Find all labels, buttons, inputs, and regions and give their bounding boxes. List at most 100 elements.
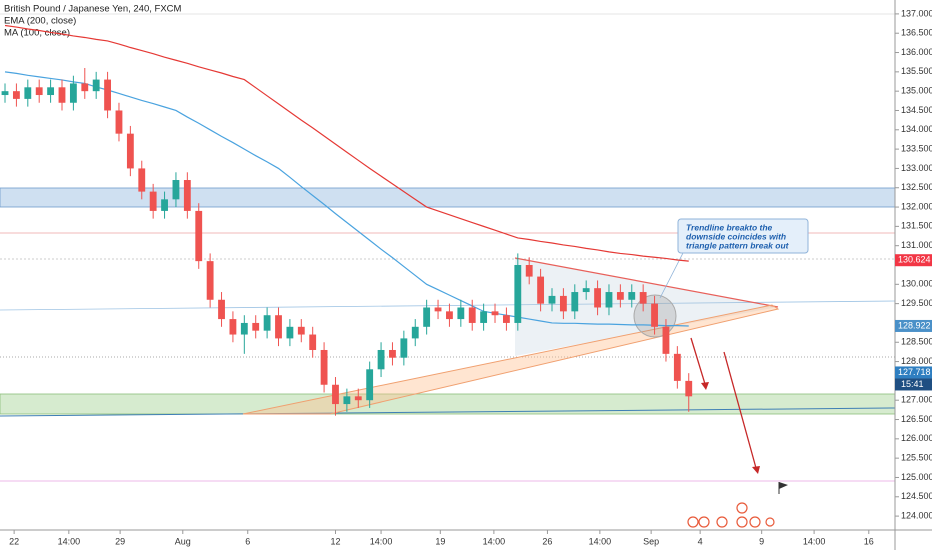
candle-body: [434, 307, 442, 312]
candle-body: [47, 87, 55, 96]
annotation-text: triangle pattern break out: [686, 240, 790, 250]
annotation-box: [677, 218, 809, 254]
trend-line: [0, 407, 896, 417]
candle-body: [468, 307, 476, 323]
indicator-label: MA (100, close): [4, 28, 70, 39]
wedge: [242, 304, 780, 415]
candle-body: [559, 295, 567, 312]
countdown: 15:41: [901, 379, 924, 389]
y-tick-label: 134.500: [901, 105, 932, 115]
candle-body: [354, 396, 362, 401]
x-tick-label: 6: [245, 536, 250, 546]
candle-body: [411, 326, 419, 339]
y-tick-label: 125.000: [901, 472, 932, 482]
candle-body: [195, 210, 203, 262]
candle-body: [457, 307, 465, 320]
candle-body: [491, 311, 499, 316]
candle-body: [480, 311, 488, 323]
arrow: [723, 351, 757, 469]
x-tick-label: 14:00: [483, 536, 506, 546]
trend-line: [0, 300, 896, 311]
candle-body: [275, 315, 282, 339]
annotation-text: downside coincides with: [686, 231, 786, 241]
candle-body: [309, 334, 317, 350]
candle-body: [628, 292, 636, 300]
y-tick-label: 132.000: [901, 201, 932, 211]
candle-body: [594, 288, 601, 308]
candle-body: [218, 299, 225, 320]
candle-body: [161, 199, 168, 211]
y-tick-label: 130.000: [901, 279, 932, 289]
triangle-pattern: [515, 258, 778, 356]
x-tick-label: 14:00: [370, 536, 393, 546]
candle-body: [571, 292, 579, 312]
y-tick-label: 134.000: [901, 124, 932, 134]
y-tick-label: 135.500: [901, 66, 932, 76]
x-tick-label: 4: [698, 536, 703, 546]
event-icons: [687, 502, 775, 528]
x-tick-label: Sep: [643, 536, 659, 546]
candle-body: [104, 79, 111, 111]
candle-body: [81, 83, 89, 92]
x-tick-label: 16: [864, 536, 874, 546]
candle-body: [673, 353, 681, 381]
y-tick-label: 135.000: [901, 86, 932, 96]
y-tick-label: 136.500: [901, 28, 932, 38]
moving-average: [4, 24, 689, 262]
candle-body: [502, 315, 510, 323]
candle-body: [514, 265, 522, 323]
candle-body: [1, 91, 9, 96]
candle-body: [92, 79, 100, 92]
candle-body: [286, 326, 294, 339]
moving-average: [4, 71, 689, 327]
y-tick-label: 124.500: [901, 491, 932, 501]
y-tick-label: 131.000: [901, 240, 932, 250]
candle-body: [423, 307, 431, 327]
x-tick-label: 19: [435, 536, 445, 546]
x-tick-label: 14:00: [589, 536, 612, 546]
candle-body: [126, 133, 134, 169]
support-zone: [0, 393, 896, 415]
chart-title: British Pound / Japanese Yen, 240, FXCM: [4, 4, 182, 15]
candle-body: [24, 87, 32, 99]
y-tick-label: 127.000: [901, 395, 932, 405]
y-tick-label: 128.500: [901, 337, 932, 347]
candle-body: [537, 276, 545, 304]
y-tick-label: 131.500: [901, 221, 932, 231]
price-marker-label: 128.922: [898, 320, 931, 330]
x-tick-label: Aug: [175, 536, 191, 546]
countdown-box: [895, 378, 932, 391]
candle-body: [582, 288, 590, 293]
y-tick-label: 129.500: [901, 298, 932, 308]
price-marker-label: 127.718: [898, 367, 931, 377]
candle-body: [548, 295, 556, 304]
y-tick-label: 128.000: [901, 356, 932, 366]
candle-body: [12, 91, 20, 99]
price-marker-label: 130.624: [898, 255, 931, 265]
candle-body: [240, 322, 248, 335]
candle-body: [297, 326, 305, 335]
x-tick-label: 26: [542, 536, 552, 546]
annotation-text: Trendline breakto the: [686, 222, 773, 232]
resistance-zone: [0, 187, 896, 208]
triangle-edge: [514, 257, 779, 308]
price-marker: [895, 319, 932, 332]
candle-body: [343, 396, 351, 405]
y-tick-label: 133.000: [901, 163, 932, 173]
candle-body: [616, 292, 624, 300]
indicator-label: EMA (200, close): [4, 16, 76, 27]
candle-body: [639, 292, 647, 304]
y-tick-label: 126.500: [901, 414, 932, 424]
x-tick-label: 14:00: [803, 536, 826, 546]
y-tick-label: 133.500: [901, 143, 932, 153]
candle-body: [525, 265, 533, 277]
candle-body: [605, 292, 613, 308]
arrow-head: [752, 466, 760, 474]
flag: [779, 482, 788, 489]
x-tick-label: 29: [115, 536, 125, 546]
x-tick-label: 12: [330, 536, 340, 546]
candle-body: [252, 322, 260, 331]
candle-body: [366, 369, 374, 401]
candle-body: [662, 326, 670, 354]
